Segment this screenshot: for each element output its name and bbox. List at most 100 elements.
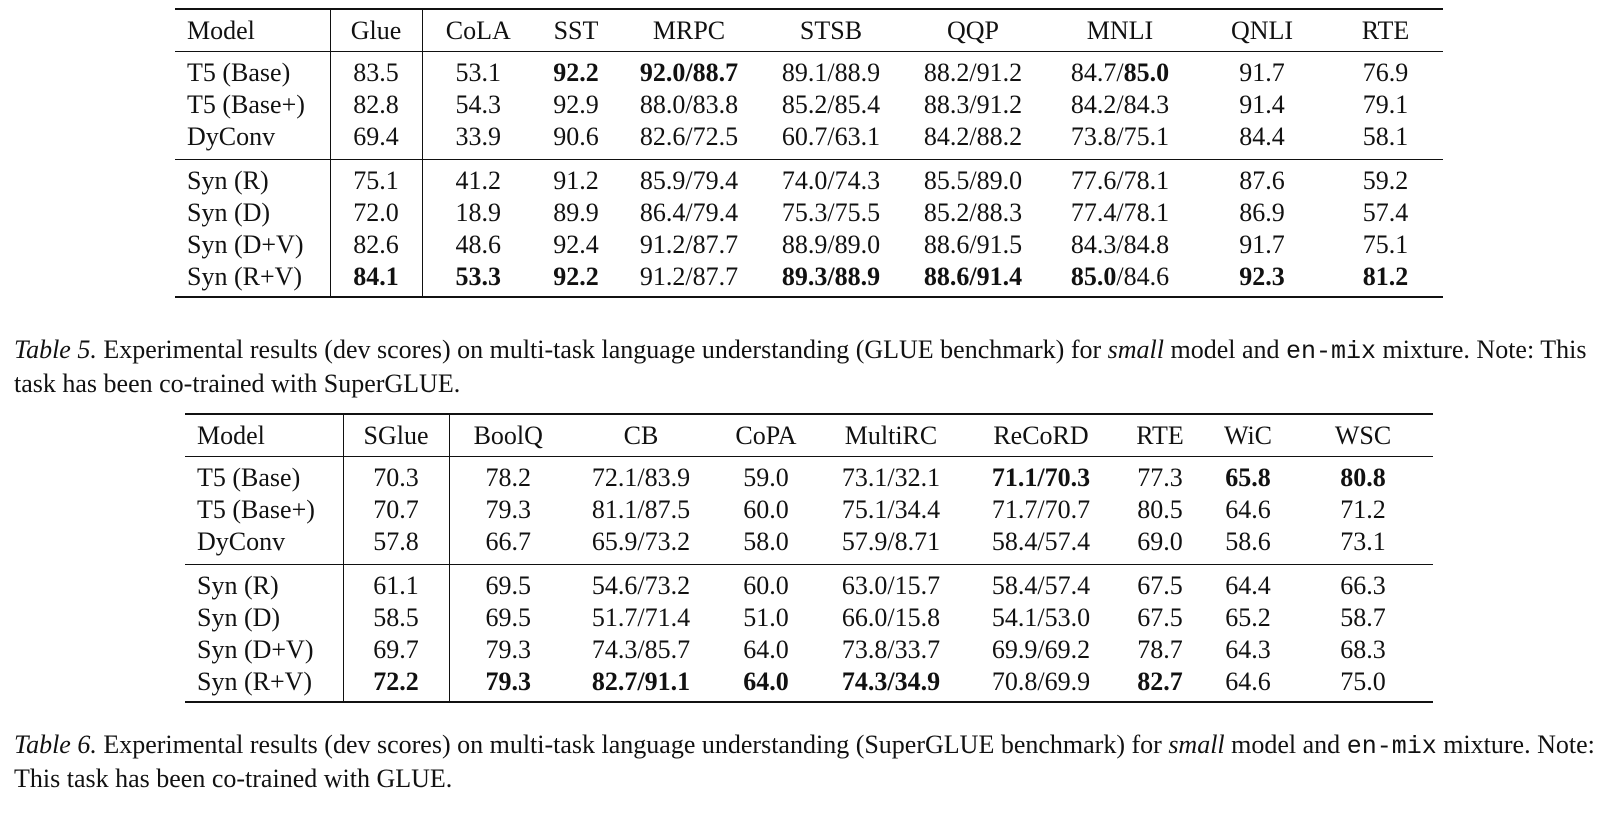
table-cell: 85.2/85.4 [760, 89, 902, 121]
best-score-text: 64.0 [743, 667, 789, 696]
score-text: 71.7/70.7 [991, 495, 1091, 524]
table-cell: 66.7 [449, 526, 567, 565]
column-header: WiC [1203, 413, 1293, 457]
table-cell: 60.7/63.1 [760, 121, 902, 160]
score-text: 85.2/88.3 [923, 198, 1023, 227]
table-cell: 74.3/34.9 [817, 666, 965, 703]
table-cell: 79.3 [449, 494, 567, 526]
score-text: 58.4/57.4 [991, 571, 1091, 600]
table-cell: 82.6/72.5 [618, 121, 760, 160]
score-text: 65.2 [1225, 603, 1271, 632]
caption-emphasis: small [1107, 335, 1164, 364]
best-score-text: 82.7 [1137, 667, 1183, 696]
score-text: 70.8/69.9 [991, 667, 1091, 696]
table-cell: 70.3 [343, 456, 450, 494]
score-text: 69.7 [373, 635, 419, 664]
table-cell: 54.1/53.0 [965, 602, 1117, 634]
table-cell: 65.9/73.2 [567, 526, 715, 565]
table-cell: 59.0 [715, 457, 817, 495]
table-cell: 75.0 [1293, 666, 1433, 703]
table-cell: 73.1 [1293, 526, 1433, 565]
table-cell: 90.6 [534, 121, 618, 160]
table-cell: 70.7 [343, 494, 450, 526]
column-header-model: Model [185, 413, 344, 457]
table-row: Syn (R+V) 84.1 53.3 92.2 91.2/87.7 89.3/88.9 8… [175, 261, 1443, 298]
table-cell: 69.0 [1117, 526, 1203, 565]
table-row: Syn (D+V) 69.7 79.3 74.3/85.7 64.0 73.8/33.7 6… [185, 634, 1433, 666]
score-text: 85.5/89.0 [923, 166, 1023, 195]
best-score-text: 85.0 [1070, 262, 1117, 291]
table-cell: 81.2 [1328, 261, 1443, 298]
best-score-text: 74.3/34.9 [841, 667, 941, 696]
table-cell: 69.5 [449, 565, 567, 603]
table-cell: 41.2 [422, 160, 534, 198]
score-text: 91.2/87.7 [639, 262, 739, 291]
best-score-text: 92.0/88.7 [639, 58, 739, 87]
score-text: 84.3/84.8 [1070, 230, 1170, 259]
column-header: SGlue [343, 413, 450, 457]
table-6-caption: Table 6. Experimental results (dev score… [14, 729, 1610, 795]
table-cell: 84.2/84.3 [1044, 89, 1196, 121]
score-text: 67.5 [1137, 603, 1183, 632]
table-cell: 75.1 [330, 159, 423, 197]
score-text: 82.6/72.5 [639, 122, 739, 151]
score-text: 71.2 [1340, 495, 1386, 524]
table-cell: 57.8 [343, 526, 450, 565]
score-text: 69.9/69.2 [991, 635, 1091, 664]
caption-text: model and [1164, 335, 1287, 364]
score-text: 64.3 [1225, 635, 1271, 664]
table-cell: 69.9/69.2 [965, 634, 1117, 666]
score-text: 57.9/8.71 [841, 527, 941, 556]
score-text: 69.0 [1137, 527, 1183, 556]
caption-text: Experimental results (dev scores) on mul… [96, 730, 1169, 759]
table-row: Syn (D) 72.0 18.9 89.9 86.4/79.4 75.3/75.5 85.… [175, 197, 1443, 229]
table-cell: 65.2 [1203, 602, 1293, 634]
score-text: 75.1/34.4 [841, 495, 941, 524]
table-row: DyConv 69.4 33.9 90.6 82.6/72.5 60.7/63.1 84.2… [175, 121, 1443, 160]
table-cell: 88.3/91.2 [902, 89, 1044, 121]
score-text: 73.8/75.1 [1070, 122, 1170, 151]
table-cell: 81.1/87.5 [567, 494, 715, 526]
column-header: BoolQ [449, 413, 567, 457]
score-text: 84.2/88.2 [923, 122, 1023, 151]
best-score-text: 88.6/91.4 [923, 262, 1023, 291]
table-cell: 60.0 [715, 565, 817, 603]
table-cell: 71.7/70.7 [965, 494, 1117, 526]
caption-emphasis: small [1168, 730, 1225, 759]
score-text: 73.8/33.7 [841, 635, 941, 664]
table-cell: 89.3/88.9 [760, 261, 902, 298]
score-text: 69.5 [485, 603, 532, 632]
table-cell: 84.3/84.8 [1044, 229, 1196, 261]
score-text: 84.7/ [1070, 58, 1124, 87]
model-name-cell: Syn (R+V) [185, 666, 344, 703]
table-cell: 72.1/83.9 [567, 457, 715, 495]
table-cell: 58.1 [1328, 121, 1443, 160]
model-name-cell: Syn (R) [175, 159, 331, 197]
table-row: T5 (Base+) 70.7 79.3 81.1/87.5 60.0 75.1/34.4… [185, 494, 1433, 526]
score-text: 54.6/73.2 [591, 571, 691, 600]
table-cell: 64.4 [1203, 565, 1293, 603]
table-row: Syn (D+V) 82.6 48.6 92.4 91.2/87.7 88.9/89.0 8… [175, 229, 1443, 261]
table-5: Model Glue CoLA SST MRPC STSB QQP MNLI QNLI RTE T… [175, 8, 1443, 298]
table-cell: 69.4 [330, 121, 423, 160]
score-text: 58.1 [1362, 122, 1409, 151]
table-body-synthesizers: Syn (R) 61.1 69.5 54.6/73.2 60.0 63.0/15.7 58.… [185, 564, 1433, 703]
score-text: 78.7 [1137, 635, 1183, 664]
table-row: Syn (D) 58.5 69.5 51.7/71.4 51.0 66.0/15.8 54.… [185, 602, 1433, 634]
score-text: 66.3 [1340, 571, 1386, 600]
table-cell: 51.7/71.4 [567, 602, 715, 634]
score-text: 83.5 [353, 58, 399, 87]
table-cell: 78.7 [1117, 634, 1203, 666]
table-cell: 82.7/91.1 [567, 666, 715, 703]
best-score-text: 71.1/70.3 [991, 463, 1091, 492]
column-header: QQP [902, 8, 1044, 52]
table-cell: 61.1 [343, 564, 450, 602]
score-text: 75.3/75.5 [781, 198, 881, 227]
table-cell: 69.5 [449, 602, 567, 634]
score-text: 59.2 [1362, 166, 1409, 195]
table-header-row: Model Glue CoLA SST MRPC STSB QQP MNLI QNLI RTE [175, 8, 1443, 52]
score-text: 78.2 [485, 463, 532, 492]
score-text: 48.6 [455, 230, 502, 259]
table-cell: 66.3 [1293, 565, 1433, 603]
score-text: 64.4 [1225, 571, 1271, 600]
